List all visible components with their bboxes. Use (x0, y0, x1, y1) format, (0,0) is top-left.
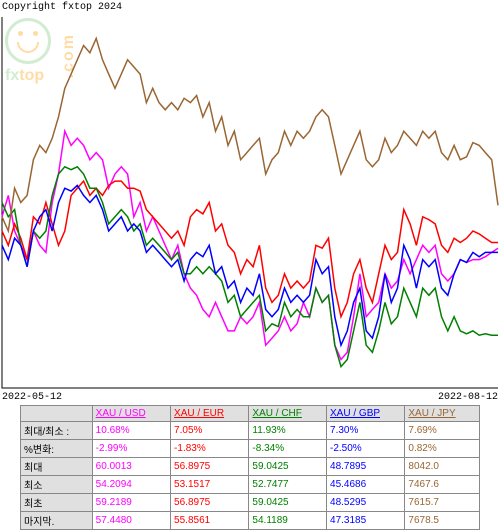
table-corner (21, 406, 93, 422)
table-cell: 59.0425 (249, 458, 327, 476)
table-cell: 60.0013 (92, 458, 170, 476)
table-cell: 52.7477 (249, 476, 327, 494)
row-label: %변화: (21, 440, 93, 458)
row-label: 마지막. (21, 512, 93, 530)
series-xau-eur (2, 181, 498, 317)
series-xau-chf (2, 167, 498, 367)
col-header[interactable]: XAU / GBP (327, 406, 405, 422)
table-cell: 53.1517 (171, 476, 249, 494)
table-cell: 55.8561 (171, 512, 249, 530)
row-label: 최대/최소 : (21, 422, 93, 440)
data-table: XAU / USDXAU / EURXAU / CHFXAU / GBPXAU … (20, 405, 480, 530)
copyright-text: Copyright fxtop 2024 (2, 2, 122, 13)
root: Copyright fxtop 2024 .com fxtop 2022-05-… (0, 0, 500, 500)
table-cell: 45.4686 (327, 476, 405, 494)
table-cell: -2.99% (92, 440, 170, 458)
table-cell: -1.83% (171, 440, 249, 458)
table-cell: 7.05% (171, 422, 249, 440)
table-cell: 47.3185 (327, 512, 405, 530)
table-cell: 59.0425 (249, 494, 327, 512)
table-cell: 10.68% (92, 422, 170, 440)
table-cell: 0.82% (405, 440, 480, 458)
row-label: 최대 (21, 458, 93, 476)
table-cell: 7.30% (327, 422, 405, 440)
table-cell: 48.5295 (327, 494, 405, 512)
series-xau-jpy (2, 38, 498, 231)
series-xau-usd (2, 131, 498, 359)
col-header[interactable]: XAU / USD (92, 406, 170, 422)
row-label: 최소 (21, 476, 93, 494)
col-header[interactable]: XAU / JPY (405, 406, 480, 422)
table-cell: 54.1189 (249, 512, 327, 530)
date-end: 2022-08-12 (438, 392, 498, 403)
table-cell: -2.50% (327, 440, 405, 458)
col-header[interactable]: XAU / EUR (171, 406, 249, 422)
table-cell: 8042.0 (405, 458, 480, 476)
table-cell: 11.93% (249, 422, 327, 440)
table-cell: 7678.5 (405, 512, 480, 530)
table-cell: 7.69% (405, 422, 480, 440)
row-label: 최초 (21, 494, 93, 512)
date-start: 2022-05-12 (2, 392, 62, 403)
table-cell: 57.4480 (92, 512, 170, 530)
table-cell: 59.2189 (92, 494, 170, 512)
table-cell: 56.8975 (171, 494, 249, 512)
col-header[interactable]: XAU / CHF (249, 406, 327, 422)
table-cell: 7467.6 (405, 476, 480, 494)
table-cell: 7615.7 (405, 494, 480, 512)
table-cell: 54.2094 (92, 476, 170, 494)
table-cell: 48.7895 (327, 458, 405, 476)
line-chart (0, 15, 500, 390)
table-cell: -8.34% (249, 440, 327, 458)
table-cell: 56.8975 (171, 458, 249, 476)
